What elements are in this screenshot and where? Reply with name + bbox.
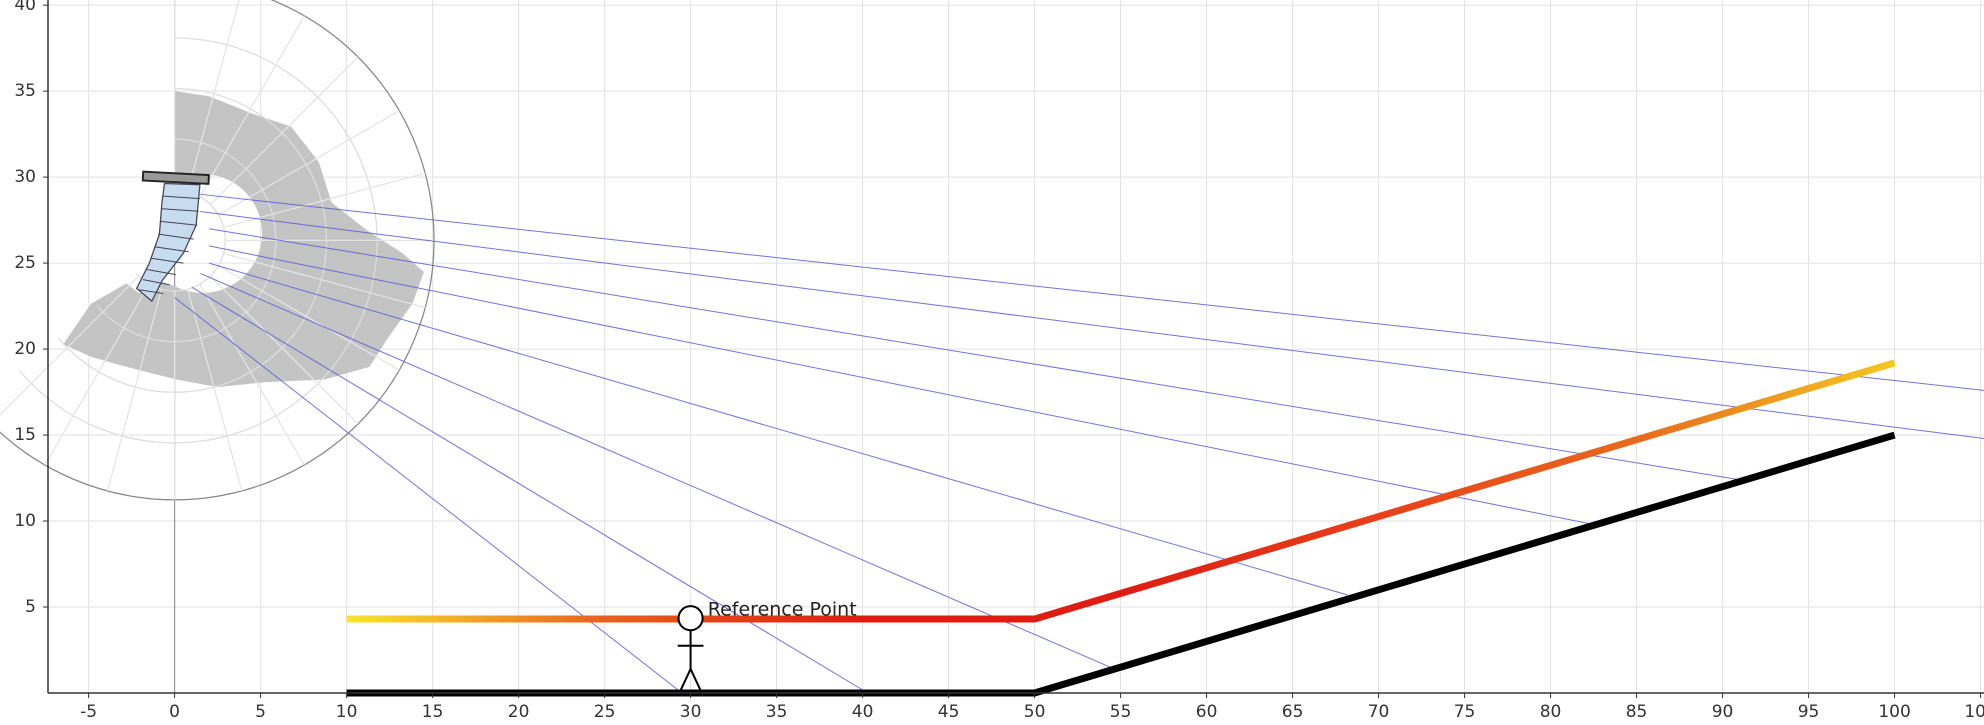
x-tick-label: 50 <box>1024 702 1046 722</box>
y-tick-label: 40 <box>14 0 36 15</box>
rigging-frame <box>141 170 210 185</box>
y-tick-label: 30 <box>14 167 36 187</box>
ray <box>200 193 1984 391</box>
polar-spoke <box>199 283 305 466</box>
x-tick-label: 60 <box>1196 702 1218 722</box>
coverage-area <box>63 91 424 388</box>
x-tick-label: 45 <box>938 702 960 722</box>
reference-figure <box>677 605 704 694</box>
speaker-array <box>135 170 210 303</box>
x-tick-label: 90 <box>1712 702 1734 722</box>
cabinet-dividers <box>139 195 200 295</box>
polar-spoke <box>187 289 243 492</box>
x-tick-label: 20 <box>508 702 530 722</box>
polar-ring <box>19 37 378 444</box>
polar-spoke <box>223 252 426 309</box>
polar-spoke <box>106 289 163 492</box>
x-tick-label: 35 <box>766 702 788 722</box>
y-tick-label: 15 <box>14 425 36 445</box>
y-tick-label: 25 <box>14 253 36 273</box>
polar-spoke <box>0 275 140 416</box>
ray <box>208 262 1348 596</box>
axes: -5 0 5 10 15 20 25 30 35 40 45 50 55 60 65 70 75 80 85 90 95… <box>14 0 1984 722</box>
ray <box>200 211 1984 439</box>
polar-spoke <box>209 275 359 425</box>
figure-head <box>677 605 704 632</box>
polar-ring <box>57 87 328 393</box>
y-tick-label: 35 <box>14 81 36 101</box>
polar-plot <box>0 0 435 501</box>
polar-ring <box>0 0 435 501</box>
x-tick-label: 70 <box>1368 702 1390 722</box>
figure-legs <box>678 666 703 694</box>
ray <box>191 286 868 694</box>
ray <box>200 272 1111 668</box>
polar-ring <box>135 189 226 292</box>
polar-spoke <box>209 56 359 206</box>
polar-spoke <box>218 110 400 216</box>
x-tick-label: 95 <box>1798 702 1820 722</box>
x-tick-label: 25 <box>594 702 616 722</box>
grid <box>48 0 1984 693</box>
x-tick-label: 100 <box>1878 702 1910 722</box>
x-tick-label: 85 <box>1626 702 1648 722</box>
polar-spoke <box>187 0 240 192</box>
x-tick-label: 15 <box>422 702 444 722</box>
x-tick-label: 75 <box>1454 702 1476 722</box>
x-tick-label: 65 <box>1282 702 1304 722</box>
rays <box>174 193 1984 694</box>
ray <box>208 245 1594 525</box>
polar-spoke <box>44 283 150 466</box>
x-tick-label: 5 <box>255 702 266 722</box>
ray <box>208 228 1740 481</box>
y-tick-label: 10 <box>14 511 36 531</box>
annotation-label: Reference Point <box>708 599 857 621</box>
y-tick-label: 20 <box>14 339 36 359</box>
x-tick-label: 55 <box>1110 702 1132 722</box>
polar-spoke <box>218 265 400 371</box>
x-tick-label: 0 <box>169 702 180 722</box>
series-line <box>346 359 1896 623</box>
x-tick-label: 105 <box>1964 702 1984 722</box>
x-tick-label: 10 <box>336 702 358 722</box>
speaker-cabinets <box>135 182 201 303</box>
x-tick-label: 40 <box>852 702 874 722</box>
x-tick-label: -5 <box>80 702 97 722</box>
y-tick-label: 5 <box>25 597 36 617</box>
polar-spoke <box>199 15 305 197</box>
ray <box>174 297 683 694</box>
x-tick-label: 30 <box>680 702 702 722</box>
x-tick-label: 80 <box>1540 702 1562 722</box>
